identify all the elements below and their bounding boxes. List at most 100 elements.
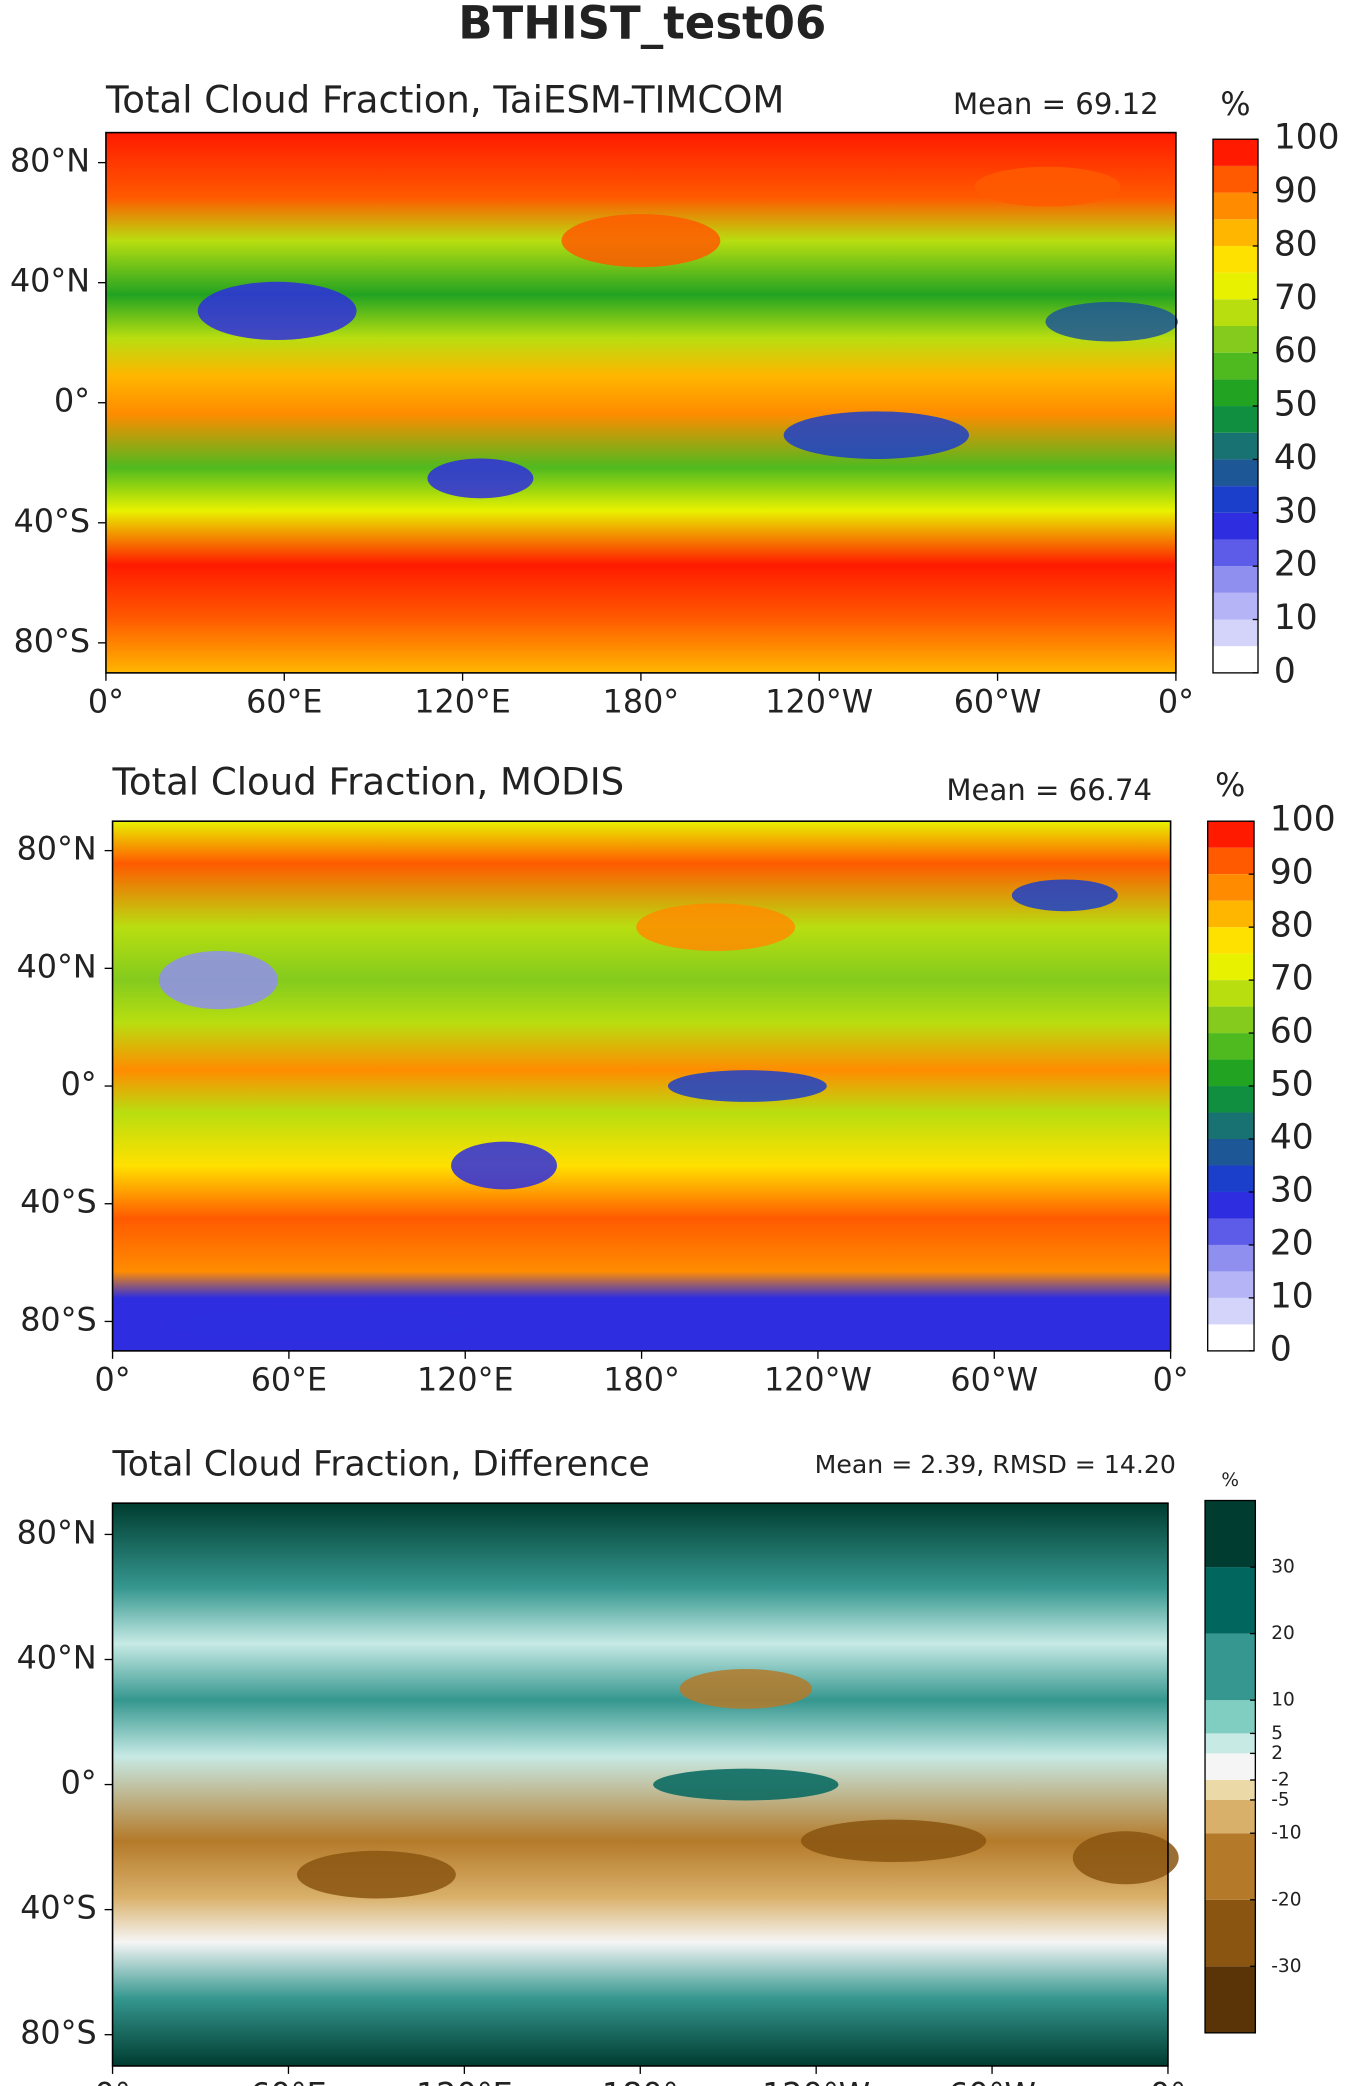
colorbar-bin — [1212, 566, 1259, 593]
map-region — [1045, 301, 1178, 342]
colorbar-bin — [1212, 592, 1259, 620]
colorbar-bin — [1207, 1191, 1255, 1219]
colorbar-tick-label: -5 — [1271, 1789, 1289, 1810]
map-field — [105, 132, 1176, 673]
colorbar-tick-label: 70 — [1274, 278, 1318, 318]
colorbar-tick-label: 0 — [1270, 1329, 1292, 1369]
y-tick-label: 0° — [54, 384, 90, 420]
colorbar-unit: % — [1221, 1470, 1239, 1491]
map-region — [974, 166, 1121, 207]
x-tick-label: 0° — [1158, 684, 1194, 720]
colorbar-tick-label: 100 — [1270, 800, 1336, 840]
colorbar-tick-label: 60 — [1274, 331, 1318, 371]
colorbar-bin — [1212, 432, 1259, 460]
colorbar-bin — [1205, 1753, 1256, 1780]
map-region — [296, 1850, 456, 1899]
colorbar-tick-label: 20 — [1270, 1223, 1314, 1263]
y-tick-label: 80°S — [14, 624, 90, 660]
x-tick-label: 60°W — [948, 2077, 1036, 2086]
colorbar-tick-label: 30 — [1270, 1170, 1314, 1210]
y-tick-label: 0° — [61, 1067, 97, 1103]
colorbar-bin — [1205, 1500, 1256, 1568]
colorbar-tick-label: 30 — [1274, 491, 1318, 531]
colorbar-bin — [1212, 272, 1259, 300]
x-tick-label: 120°E — [414, 684, 511, 720]
colorbar-bin — [1212, 165, 1259, 193]
x-tick-label: 60°E — [250, 2077, 326, 2086]
figure-title: BTHIST_test06 — [458, 0, 826, 50]
colorbar-bin — [1212, 619, 1259, 647]
map-region — [653, 1768, 839, 1801]
colorbar-bin — [1207, 1006, 1255, 1034]
x-tick-label: 0° — [88, 684, 124, 720]
colorbar-bin — [1207, 1139, 1255, 1166]
y-tick-label: 40°N — [17, 949, 97, 985]
map-region — [679, 1669, 813, 1709]
colorbar-bin — [1212, 379, 1259, 407]
colorbar-bin — [1212, 139, 1259, 166]
colorbar-bin — [1205, 1733, 1256, 1754]
map-region — [561, 214, 721, 268]
colorbar-bin — [1212, 539, 1259, 567]
panel-stat: Mean = 69.12 — [953, 87, 1159, 121]
x-tick-label: 0° — [95, 2077, 131, 2086]
x-tick-label: 180° — [603, 1362, 680, 1398]
y-tick-label: 80°N — [17, 1515, 97, 1551]
colorbar-tick-label: 40 — [1270, 1118, 1314, 1158]
colorbar-bin — [1212, 299, 1259, 327]
x-tick-label: 180° — [603, 684, 680, 720]
map-region — [165, 1308, 484, 1341]
colorbar-unit: % — [1215, 768, 1245, 804]
colorbar-bin — [1207, 1165, 1255, 1192]
colorbar-bin — [1207, 1059, 1255, 1087]
map-region — [451, 1141, 558, 1190]
colorbar-tick-label: 90 — [1274, 171, 1318, 211]
y-tick-label: 0° — [61, 1766, 97, 1802]
colorbar-bin — [1207, 1033, 1255, 1060]
colorbar-tick-label: 90 — [1270, 853, 1314, 893]
y-tick-label: 40°N — [10, 264, 90, 300]
colorbar-bin — [1212, 245, 1259, 273]
x-tick-label: 0° — [1153, 1362, 1189, 1398]
colorbar-bin — [1207, 1086, 1255, 1113]
panel-stat: Mean = 2.39, RMSD = 14.20 — [815, 1450, 1176, 1479]
colorbar-bin — [1207, 927, 1255, 954]
colorbar-bin — [1207, 980, 1255, 1007]
panel-stat: Mean = 66.74 — [946, 773, 1152, 807]
colorbar-bin — [1207, 1244, 1255, 1272]
panel-title: Total Cloud Fraction, Difference — [112, 1445, 650, 1485]
y-tick-label: 40°S — [20, 1891, 96, 1927]
x-tick-label: 60°E — [251, 1362, 327, 1398]
y-tick-label: 40°S — [20, 1185, 96, 1221]
y-tick-label: 80°N — [10, 144, 90, 180]
colorbar-tick-label: 100 — [1274, 118, 1340, 158]
colorbar-bin — [1212, 512, 1259, 540]
y-tick-label: 80°S — [20, 1302, 96, 1338]
colorbar-bin — [1207, 1218, 1255, 1245]
colorbar-tick-label: 40 — [1274, 438, 1318, 478]
colorbar-bin — [1212, 219, 1259, 246]
panel-title: Total Cloud Fraction, TaiESM-TIMCOM — [105, 79, 784, 122]
colorbar-bin — [1207, 1324, 1255, 1351]
map-region — [800, 1819, 987, 1863]
colorbar-bin — [1207, 1297, 1255, 1325]
y-tick-label: 80°S — [20, 2016, 96, 2052]
colorbar-unit: % — [1220, 87, 1250, 123]
y-tick-label: 80°N — [17, 832, 97, 868]
colorbar-tick-label: -20 — [1271, 1889, 1301, 1910]
colorbar-bin — [1205, 1567, 1256, 1634]
panel-title: Total Cloud Fraction, MODIS — [112, 761, 625, 804]
map-field — [112, 1503, 1168, 2066]
colorbar-bin — [1212, 486, 1259, 513]
colorbar-bin — [1205, 1966, 1256, 2033]
map-region — [197, 281, 357, 341]
colorbar-tick-label: 10 — [1271, 1690, 1295, 1711]
colorbar-tick-label: 20 — [1274, 545, 1318, 585]
colorbar-bin — [1212, 352, 1259, 380]
colorbar-tick-label: 10 — [1270, 1276, 1314, 1316]
colorbar-tick-label: 2 — [1271, 1743, 1283, 1764]
colorbar-bin — [1207, 900, 1255, 928]
colorbar-bin — [1212, 459, 1259, 487]
x-tick-label: 120°E — [416, 2077, 513, 2086]
